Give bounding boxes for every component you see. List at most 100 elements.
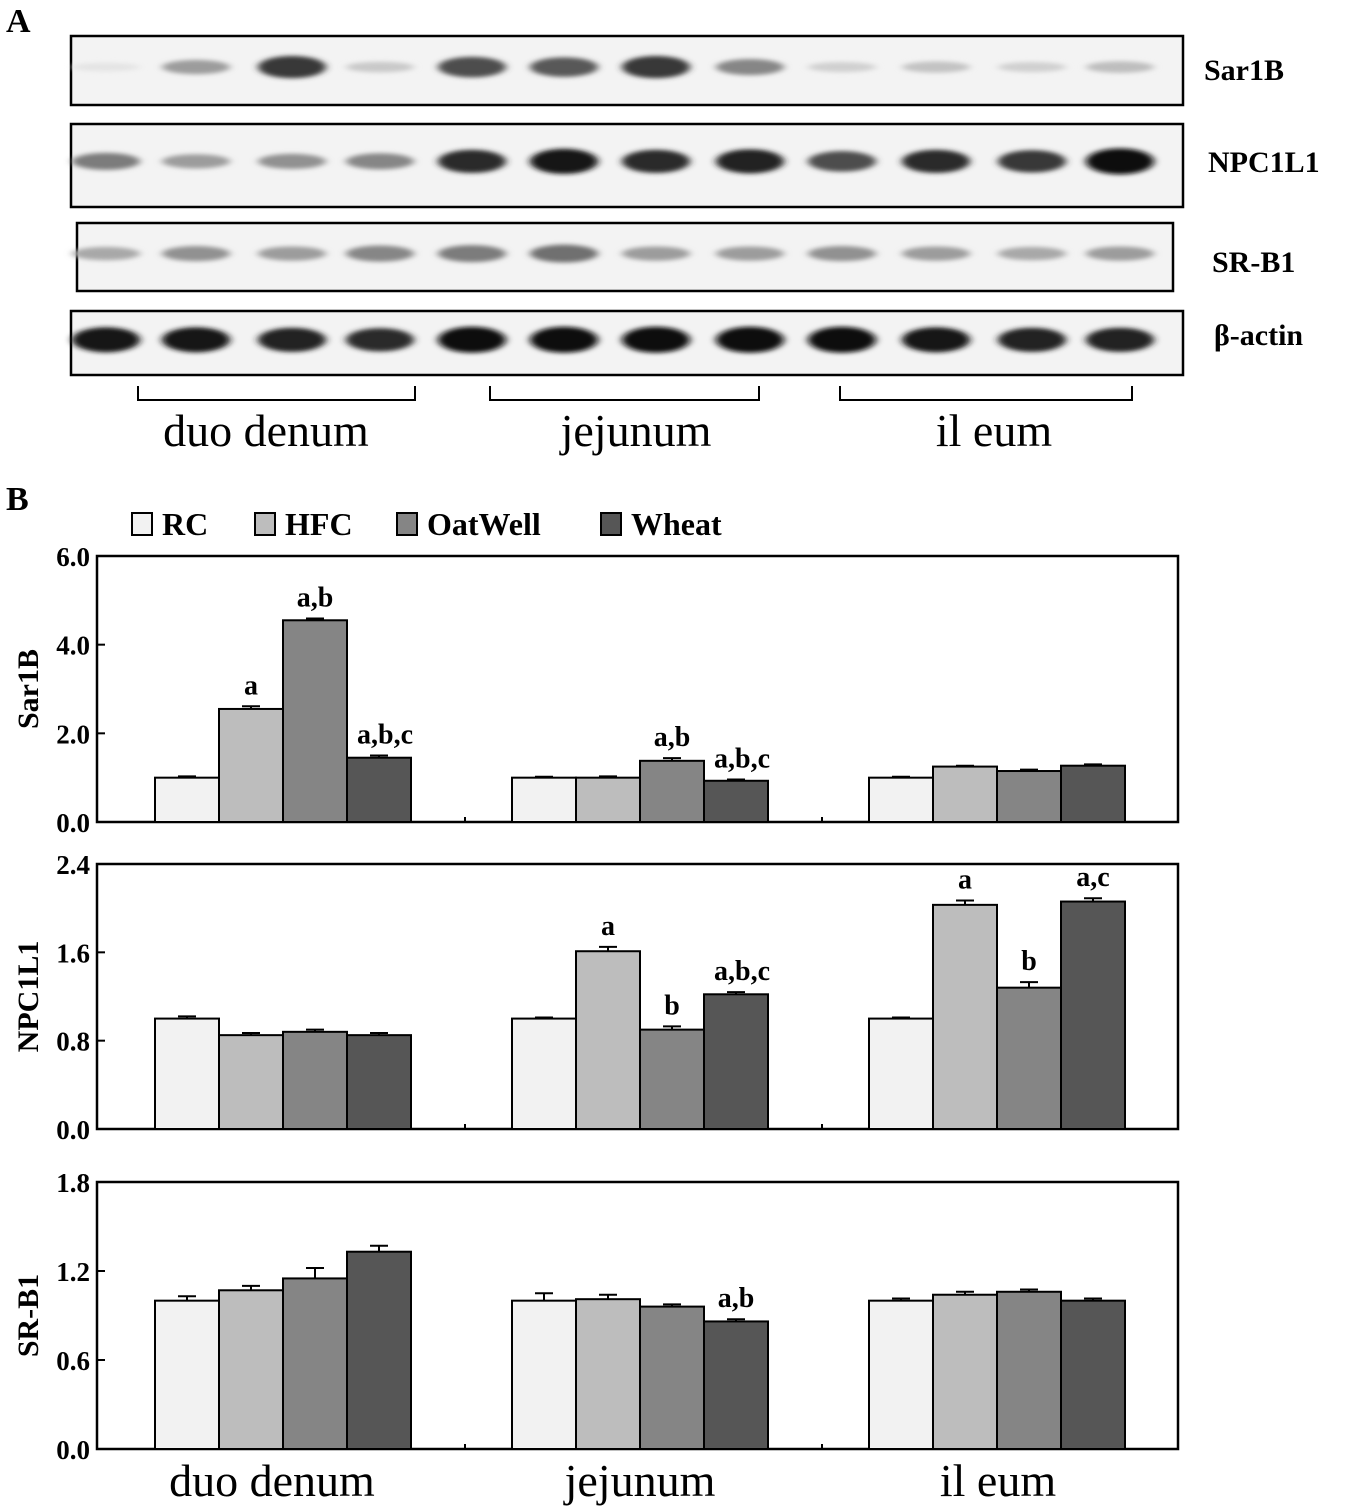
significance-label: a,b,c <box>714 956 770 987</box>
bar-wheat <box>346 1034 412 1131</box>
y-tick-label: 0.0 <box>56 1115 90 1145</box>
bar-hfc <box>932 765 998 823</box>
blot-band <box>530 148 598 174</box>
blot-band <box>998 61 1066 73</box>
bar-hfc <box>218 1034 284 1131</box>
bar-hfc <box>218 1289 284 1450</box>
blot-band <box>902 246 970 261</box>
chart-sr-b1: 0.0 0.6 1.2 1.8 SR-B1 a,b duo denum jejunum il e… <box>12 1168 1180 1506</box>
blot-npc1l1 <box>69 122 1185 209</box>
bar-wheat <box>1060 1299 1126 1450</box>
bar-wheat <box>346 1250 412 1451</box>
region-label: duo denum <box>163 405 369 456</box>
y-tick-label: 2.4 <box>56 850 90 880</box>
blot-band <box>258 246 326 261</box>
blot-band <box>162 327 230 353</box>
y-axis-label: SR-B1 <box>12 1274 45 1357</box>
blot-band <box>162 59 230 75</box>
chart-npc1l1: 0.0 0.8 1.6 2.4 NPC1L1 a b a,b,c a b a,c <box>12 850 1180 1145</box>
legend-swatch <box>600 512 622 536</box>
y-tick-label: 6.0 <box>56 542 90 572</box>
bar-hfc <box>575 950 641 1131</box>
bar-oatwell <box>639 1028 705 1130</box>
blot--actin <box>69 309 1185 377</box>
region-bracket <box>137 386 416 401</box>
blot-band <box>998 327 1066 352</box>
legend-label: OatWell <box>427 506 541 542</box>
bar-wheat <box>1060 764 1126 823</box>
bar-hfc <box>932 903 998 1131</box>
panel-a-western-blots: A Sar1B NPC1L1 SR-B1 β-actin duo denum jejunum… <box>6 3 1320 456</box>
blot-sar1b <box>69 34 1185 107</box>
bar-oatwell <box>996 986 1062 1131</box>
bar-rc <box>511 1299 577 1450</box>
legend-label: Wheat <box>631 506 722 542</box>
legend-item-rc: RC <box>131 506 208 542</box>
blot-sr-b1 <box>72 221 1175 293</box>
bar-oatwell <box>639 759 705 824</box>
blot-band <box>530 244 598 263</box>
bar-oatwell <box>282 1277 348 1450</box>
significance-label: b <box>664 990 680 1021</box>
blot-band <box>902 327 970 353</box>
legend-label: HFC <box>285 506 353 542</box>
blot-band <box>808 246 876 262</box>
bar-rc <box>154 1017 220 1130</box>
chart-sar1b: 0.0 2.0 4.0 6.0 Sar1B a a,b a,b,c a,b a,b,c <box>12 542 1180 838</box>
blot-band <box>808 61 876 73</box>
legend-item-hfc: HFC <box>254 506 353 542</box>
blot-band <box>72 152 140 170</box>
bar-oatwell <box>282 1030 348 1131</box>
blot-band <box>72 327 140 353</box>
bar-rc <box>868 1299 934 1450</box>
bar-hfc <box>575 1298 641 1451</box>
bar-oatwell <box>639 1305 705 1450</box>
significance-label: a,b <box>654 722 691 753</box>
blot-band <box>622 246 690 261</box>
bar-rc <box>154 1299 220 1450</box>
bar-rc <box>511 776 577 824</box>
blot-band <box>346 61 414 73</box>
blot-band <box>346 153 414 170</box>
blot-band <box>622 149 690 174</box>
y-tick-label: 2.0 <box>56 719 90 749</box>
bar-rc <box>868 776 934 824</box>
blot-band <box>808 151 876 172</box>
bar-oatwell <box>996 770 1062 823</box>
significance-label: a <box>958 864 972 895</box>
x-category-label: duo denum <box>169 1455 375 1506</box>
significance-label: a,b <box>718 1283 755 1314</box>
blot-band <box>530 57 598 77</box>
blot-band <box>162 154 230 169</box>
blot-band <box>1086 327 1154 352</box>
blot-label: NPC1L1 <box>1208 146 1320 179</box>
panel-a-letter: A <box>6 3 31 40</box>
bar-wheat <box>703 993 769 1131</box>
region-label: jejunum <box>559 405 712 456</box>
significance-label: a <box>601 911 615 942</box>
y-tick-label: 1.6 <box>56 938 90 968</box>
blot-band <box>438 245 506 263</box>
significance-label: a,c <box>1076 862 1109 893</box>
blot-band <box>622 55 690 79</box>
blot-band <box>346 245 414 262</box>
bar-wheat <box>346 756 412 824</box>
region-bracket <box>839 386 1133 401</box>
blot-label: β-actin <box>1214 319 1303 352</box>
y-axis-label: Sar1B <box>12 649 45 729</box>
blot-band <box>998 246 1066 261</box>
blot-band <box>258 327 326 352</box>
blot-band <box>438 149 506 174</box>
blot-band <box>72 62 140 72</box>
region-bracket <box>489 386 760 401</box>
y-tick-label: 4.0 <box>56 631 90 661</box>
legend-swatch <box>131 512 153 536</box>
blot-band <box>346 328 414 352</box>
x-category-label: il eum <box>940 1455 1056 1506</box>
region-label: il eum <box>936 405 1052 456</box>
bar-hfc <box>575 776 641 824</box>
blot-band <box>1086 61 1154 73</box>
panel-b-letter: B <box>6 481 29 518</box>
y-tick-label: 1.8 <box>56 1168 90 1198</box>
